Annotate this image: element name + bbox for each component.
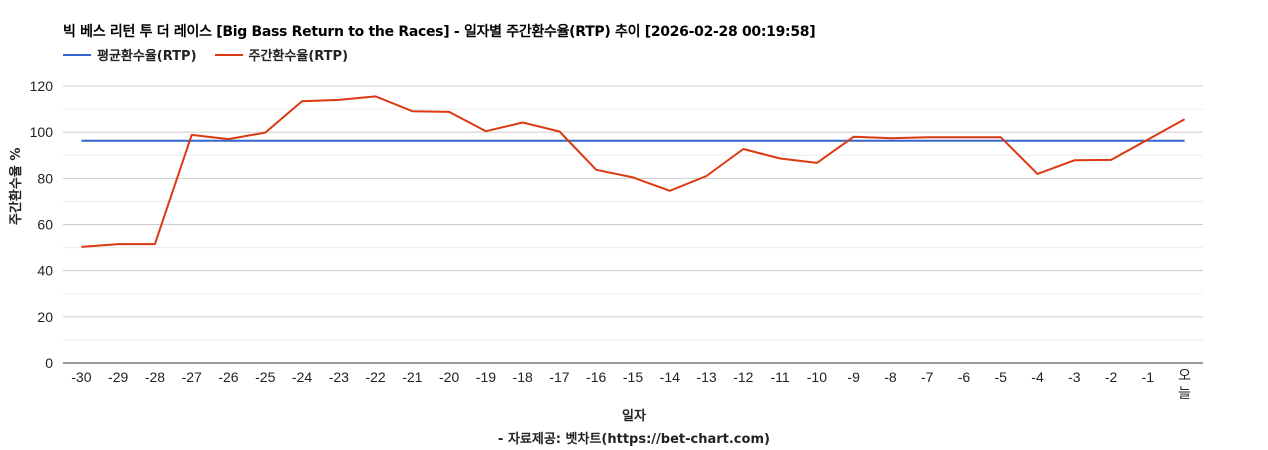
x-tick-label: -4 <box>1031 369 1044 385</box>
y-tick-label: 20 <box>37 309 53 325</box>
x-axis-title: 일자 <box>622 409 646 424</box>
x-tick-label: -30 <box>71 369 91 385</box>
x-tick-label: -17 <box>549 369 569 385</box>
chart-title: 빅 베스 리턴 투 더 레이스 [Big Bass Return to the … <box>63 24 816 40</box>
x-tick-label: 늘 <box>1178 386 1191 402</box>
y-tick-label: 100 <box>30 124 54 140</box>
x-tick-label: -7 <box>921 369 934 385</box>
legend-line-icon <box>214 53 243 56</box>
x-tick-label: -19 <box>476 369 496 385</box>
x-tick-label: -1 <box>1142 369 1155 385</box>
legend-label: 평균환수율(RTP) <box>97 49 197 64</box>
x-tick-label: -26 <box>218 369 238 385</box>
x-tick-label: -15 <box>623 369 643 385</box>
y-tick-label: 120 <box>30 78 54 94</box>
x-tick-label: -22 <box>365 369 385 385</box>
x-tick-label: -29 <box>108 369 128 385</box>
x-tick-label: -12 <box>733 369 753 385</box>
y-tick-label: 80 <box>37 170 53 186</box>
data-source-note: - 자료제공: 벳차트(https://bet-chart.com) <box>498 432 770 447</box>
y-axis-title: 주간환수율 % <box>9 147 24 225</box>
weekly-rtp-line[interactable] <box>81 95 1186 248</box>
x-tick-label: -10 <box>807 369 827 385</box>
x-axis-ticks: -30 -29 -28 -27 -26 -25 -24 -23 -22 -21 -20 -19 -18-… <box>71 368 1191 402</box>
x-tick-label: -11 <box>770 369 789 385</box>
x-tick-label: -3 <box>1068 369 1081 385</box>
x-tick-label: -27 <box>182 369 202 385</box>
y-tick-label: 0 <box>45 355 53 371</box>
x-tick-label: -8 <box>884 369 897 385</box>
x-tick-label: -9 <box>847 369 860 385</box>
y-tick-label: 40 <box>37 263 53 279</box>
legend-line-icon <box>63 53 91 56</box>
gridlines <box>63 85 1203 364</box>
x-tick-label: -5 <box>995 369 1008 385</box>
legend-item-weekly-rtp[interactable]: 주간환수율(RTP) <box>214 45 349 64</box>
x-tick-label: -24 <box>292 369 312 385</box>
x-tick-label: -25 <box>255 369 275 385</box>
legend-label: 주간환수율(RTP) <box>248 49 349 64</box>
x-tick-label: 오 <box>1178 368 1191 384</box>
x-tick-label: -6 <box>958 369 971 385</box>
x-tick-label: -23 <box>329 369 349 385</box>
x-tick-label: -21 <box>402 369 422 385</box>
x-tick-label: -16 <box>586 369 606 385</box>
x-tick-label: -13 <box>696 369 716 385</box>
chart-legend: 평균환수율(RTP) 주간환수율(RTP) <box>63 45 348 64</box>
legend-item-average-rtp[interactable]: 평균환수율(RTP) <box>63 45 197 64</box>
x-tick-label: -2 <box>1105 369 1118 385</box>
x-tick-label: -20 <box>439 369 459 385</box>
y-axis-ticks: 0 20 40 60 80 100 120 <box>30 78 54 371</box>
x-tick-label: -28 <box>145 369 165 385</box>
y-tick-label: 60 <box>37 217 53 233</box>
x-tick-label: -18 <box>513 369 533 385</box>
x-tick-label: -14 <box>660 369 680 385</box>
data-series <box>81 95 1186 248</box>
